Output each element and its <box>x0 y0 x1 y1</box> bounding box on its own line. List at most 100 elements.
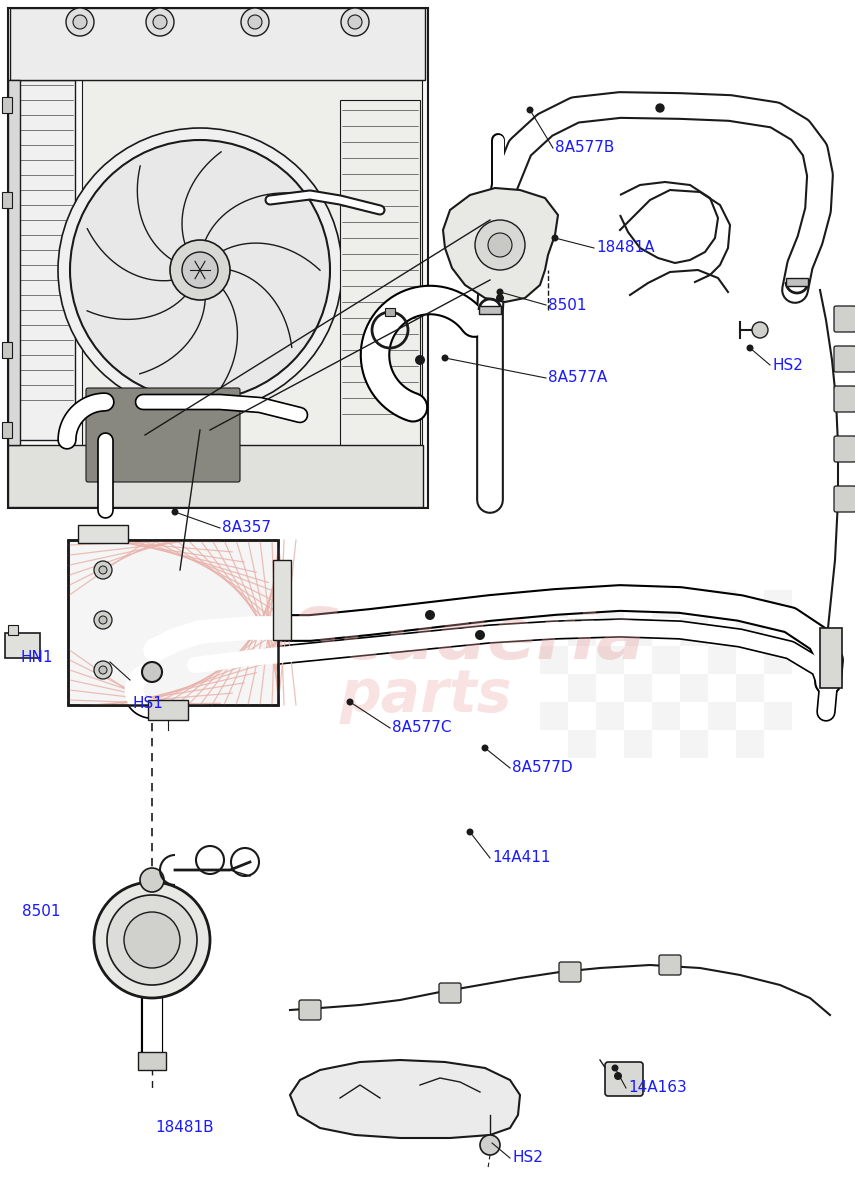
Circle shape <box>346 698 353 706</box>
Bar <box>624 730 652 758</box>
Bar <box>764 702 792 730</box>
Circle shape <box>425 610 435 620</box>
Circle shape <box>497 288 504 295</box>
Circle shape <box>73 14 87 29</box>
Bar <box>680 618 708 646</box>
Bar <box>540 646 568 674</box>
Circle shape <box>182 252 218 288</box>
Bar <box>624 674 652 702</box>
Circle shape <box>142 662 162 682</box>
Circle shape <box>94 560 112 578</box>
FancyBboxPatch shape <box>834 386 855 412</box>
Circle shape <box>66 8 94 36</box>
Circle shape <box>467 828 474 835</box>
Circle shape <box>99 616 107 624</box>
Bar <box>764 590 792 618</box>
Polygon shape <box>443 188 558 302</box>
Bar <box>2 192 12 208</box>
Circle shape <box>153 14 167 29</box>
FancyBboxPatch shape <box>605 1062 643 1096</box>
Text: 18481A: 18481A <box>596 240 654 256</box>
Bar <box>2 342 12 358</box>
Bar <box>568 730 596 758</box>
Bar <box>652 590 680 618</box>
Bar <box>8 80 20 445</box>
Polygon shape <box>290 1060 520 1138</box>
Bar <box>736 674 764 702</box>
Bar <box>385 308 395 316</box>
FancyBboxPatch shape <box>86 388 240 482</box>
FancyBboxPatch shape <box>659 955 681 974</box>
Circle shape <box>94 661 112 679</box>
Bar <box>624 618 652 646</box>
Circle shape <box>656 104 664 112</box>
Text: HS2: HS2 <box>772 358 803 372</box>
FancyBboxPatch shape <box>559 962 581 982</box>
Text: 8501: 8501 <box>22 905 61 919</box>
Circle shape <box>140 868 164 892</box>
Bar <box>5 634 40 658</box>
Bar <box>8 445 423 506</box>
Text: 14A163: 14A163 <box>628 1080 687 1096</box>
FancyBboxPatch shape <box>834 306 855 332</box>
Bar <box>479 306 501 314</box>
Bar <box>148 700 188 720</box>
Bar <box>568 618 596 646</box>
FancyBboxPatch shape <box>439 983 461 1003</box>
FancyBboxPatch shape <box>834 436 855 462</box>
Bar <box>540 702 568 730</box>
Circle shape <box>527 107 534 114</box>
Bar <box>708 702 736 730</box>
Bar <box>820 628 842 688</box>
Circle shape <box>170 240 230 300</box>
Text: HS2: HS2 <box>512 1151 543 1165</box>
Bar <box>10 8 425 80</box>
Bar <box>78 526 128 542</box>
Bar <box>736 618 764 646</box>
Circle shape <box>752 322 768 338</box>
Text: 18481B: 18481B <box>155 1121 214 1135</box>
Bar <box>68 540 278 704</box>
Bar <box>596 646 624 674</box>
Text: 8A577A: 8A577A <box>548 371 607 385</box>
Bar <box>786 278 808 286</box>
Circle shape <box>746 344 753 352</box>
Bar <box>68 540 278 704</box>
Bar <box>82 80 422 450</box>
Circle shape <box>614 1072 622 1080</box>
Circle shape <box>496 294 504 302</box>
Bar <box>652 646 680 674</box>
Bar <box>736 730 764 758</box>
Circle shape <box>241 8 269 36</box>
Circle shape <box>348 14 362 29</box>
Bar <box>340 100 420 450</box>
Bar <box>596 590 624 618</box>
Bar <box>596 702 624 730</box>
Circle shape <box>99 566 107 574</box>
Circle shape <box>611 1064 618 1072</box>
Bar <box>8 625 18 635</box>
Text: 8A577B: 8A577B <box>555 140 615 156</box>
Bar <box>708 646 736 674</box>
Circle shape <box>475 220 525 270</box>
Circle shape <box>341 8 369 36</box>
Bar <box>273 560 291 640</box>
Circle shape <box>441 354 449 361</box>
FancyBboxPatch shape <box>299 1000 321 1020</box>
Text: HS1: HS1 <box>132 696 162 710</box>
Circle shape <box>94 882 210 998</box>
Bar <box>680 730 708 758</box>
Bar <box>708 590 736 618</box>
Circle shape <box>481 744 488 751</box>
Circle shape <box>70 140 330 400</box>
Bar <box>2 97 12 113</box>
Circle shape <box>94 611 112 629</box>
Bar <box>764 646 792 674</box>
Bar <box>2 422 12 438</box>
Circle shape <box>415 355 425 365</box>
Circle shape <box>58 128 342 412</box>
Bar <box>8 8 428 508</box>
Text: Scuderia: Scuderia <box>290 606 646 674</box>
Circle shape <box>488 233 512 257</box>
FancyBboxPatch shape <box>834 346 855 372</box>
